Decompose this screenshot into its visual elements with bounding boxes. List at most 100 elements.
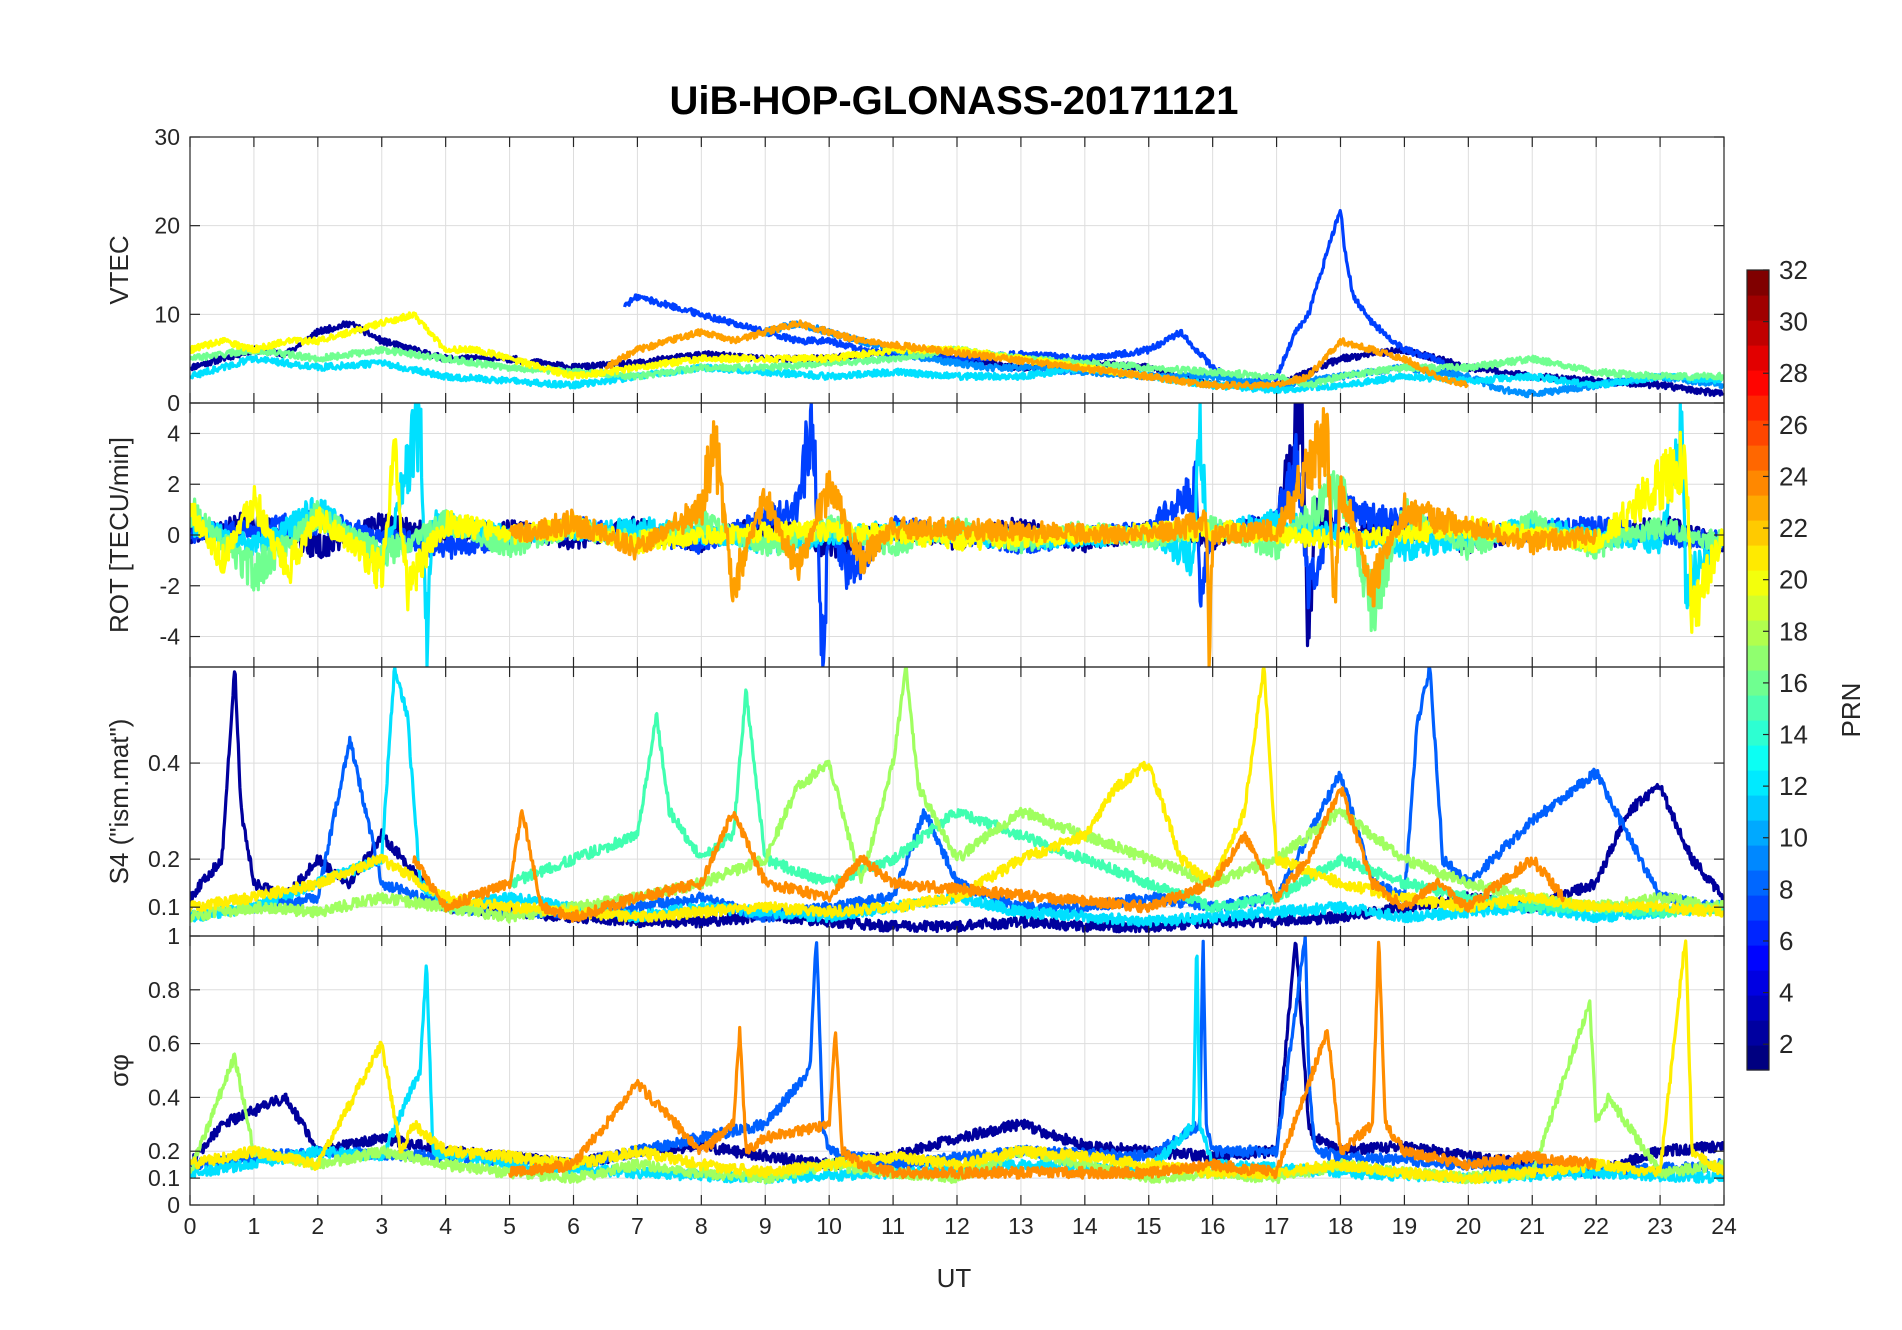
colorbar-segment [1747,670,1769,696]
colorbar-tick-label: 26 [1779,410,1808,440]
colorbar-label: PRN [1836,683,1866,738]
colorbar-segment [1747,970,1769,996]
x-tick-label: 23 [1647,1213,1673,1239]
x-tick-label: 15 [1136,1213,1162,1239]
y-axis-label-vtec: VTEC [104,235,134,304]
y-tick-label: 30 [154,124,180,150]
colorbar-tick-label: 16 [1779,668,1808,698]
colorbar-segment [1747,995,1769,1021]
x-tick-label: 21 [1519,1213,1545,1239]
y-tick-label: -2 [160,573,180,599]
series-line-vtec [604,319,1469,391]
colorbar-tick-label: 10 [1779,823,1808,853]
colorbar-segment [1747,695,1769,721]
colorbar-tick-label: 22 [1779,513,1808,543]
colorbar-segment [1747,895,1769,921]
x-tick-label: 20 [1456,1213,1482,1239]
colorbar-segment [1747,520,1769,546]
x-tick-label: 4 [439,1213,452,1239]
colorbar-segment [1747,470,1769,496]
x-axis: 0 1 2 3 4 5 6 7 8 9 10 11 12 13 14 15 16 17 18 19 20 21 22 23 24 [184,1213,1737,1239]
y-tick-label: 0.4 [148,750,180,776]
colorbar-segment [1747,745,1769,771]
y-tick-label: -4 [160,624,181,650]
colorbar-segment [1747,720,1769,746]
series-line-s4 [412,786,1565,923]
colorbar-segment [1747,570,1769,596]
x-tick-label: 2 [311,1213,324,1239]
x-tick-label: 13 [1008,1213,1034,1239]
colorbar-segment [1747,945,1769,971]
y-tick-label: 0.1 [148,894,180,920]
panel-sigma-phi: 00.10.2 0.4 0.6 0.8 1 σφ [104,923,1725,1218]
series-group-s4 [190,667,1724,934]
colorbar-frame [1746,269,1770,1071]
x-tick-label: 11 [881,1213,905,1239]
colorbar-segment [1747,445,1769,471]
series-line-vtec [190,354,1724,395]
colorbar-segment [1747,1045,1769,1071]
colorbar-segment [1747,795,1769,821]
y-tick-label: 10 [154,301,180,327]
x-tick-label: 9 [759,1213,772,1239]
x-tick-label: 14 [1072,1213,1098,1239]
colorbar-tick-label: 12 [1779,771,1808,801]
colorbar-tick-label: 14 [1779,720,1808,750]
x-axis-label: UT [937,1263,972,1293]
panel-rot: -4 -2 0 2 4 ROT [TECU/min] [104,402,1725,668]
colorbar-tick-label: 8 [1779,874,1793,904]
panel-s4: 0.1 0.2 0.4 S4 ("ism.mat") [104,666,1725,937]
x-tick-label: 5 [503,1213,516,1239]
colorbar-segment [1747,495,1769,521]
colorbar-segment [1747,545,1769,571]
y-tick-label: 0.4 [148,1084,180,1110]
x-tick-label: 12 [944,1213,970,1239]
colorbar-segment [1747,845,1769,871]
colorbar-tick-label: 4 [1779,978,1793,1008]
series-group-vtec [190,209,1724,399]
y-tick-label: 0.1 [148,1165,180,1191]
colorbar-segment [1747,370,1769,396]
x-tick-label: 19 [1392,1213,1418,1239]
x-tick-label: 3 [375,1213,388,1239]
series-group-rot [190,403,1724,667]
x-tick-label: 8 [695,1213,708,1239]
y-tick-label: 1 [167,923,180,949]
colorbar-segment [1747,770,1769,796]
y-tick-label: 0 [167,522,180,548]
y-axis-label-rot: ROT [TECU/min] [104,437,134,633]
colorbar-segment [1747,320,1769,346]
colorbar-segment [1747,270,1769,296]
colorbar-tick-label: 6 [1779,926,1793,956]
colorbar-segment [1747,395,1769,421]
panel-vtec: 0 10 20 30 VTEC [104,124,1725,416]
y-axis-label-sigma: σφ [104,1054,134,1087]
colorbar-segment [1747,345,1769,371]
series-group-sigma [190,936,1724,1185]
y-axis-label-s4: S4 ("ism.mat") [104,719,134,885]
y-tick-label: 0.8 [148,977,180,1003]
series-line-sigma [508,940,1598,1180]
colorbar-tick-label: 28 [1779,358,1808,388]
series-line-sigma [190,939,1724,1185]
colorbar-segment [1747,645,1769,671]
x-tick-label: 7 [631,1213,644,1239]
x-tick-label: 18 [1328,1213,1354,1239]
colorbar-segment [1747,295,1769,321]
colorbar-segment [1747,595,1769,621]
x-tick-label: 10 [816,1213,842,1239]
y-tick-label: 0.2 [148,846,180,872]
y-tick-label: 0 [167,1192,180,1218]
x-tick-label: 6 [567,1213,580,1239]
colorbar-segment [1747,920,1769,946]
colorbar-segment [1747,1020,1769,1046]
colorbar-segment [1747,620,1769,646]
y-tick-label: 2 [167,471,180,497]
colorbar-tick-label: 24 [1779,461,1808,491]
x-tick-label: 1 [248,1213,261,1239]
x-tick-label: 16 [1200,1213,1226,1239]
x-tick-label: 22 [1583,1213,1609,1239]
y-tick-label: 20 [154,213,180,239]
